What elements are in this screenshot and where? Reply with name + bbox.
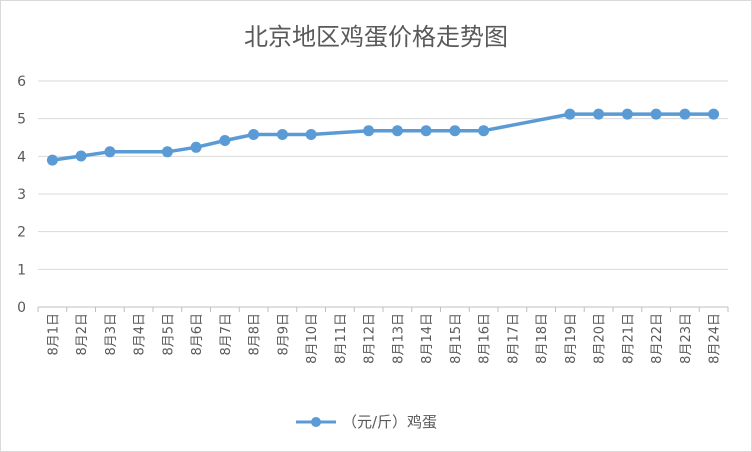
x-tick-label: 8月22日 — [650, 313, 665, 364]
data-point[interactable] — [190, 141, 202, 153]
x-tick-label: 8月6日 — [190, 313, 205, 356]
data-point[interactable] — [449, 125, 461, 137]
x-tick-label: 8月7日 — [219, 313, 234, 356]
x-tick-label: 8月13日 — [391, 313, 406, 364]
legend[interactable]: （元/斤）鸡蛋 — [296, 413, 437, 431]
data-point[interactable] — [478, 125, 490, 137]
x-axis-tick-labels: 8月1日 8月2日 8月3日 8月4日 8月5日 8月6日 8月7日 8月8日 8月9日 8月10… — [46, 313, 722, 364]
data-point[interactable] — [276, 129, 288, 140]
x-tick-label: 8月10日 — [305, 313, 320, 364]
x-tick-label: 8月18日 — [535, 313, 550, 364]
y-tick-label: 4 — [17, 149, 26, 165]
x-tick-label: 8月16日 — [478, 313, 493, 364]
x-tick-label: 8月11日 — [334, 313, 349, 364]
data-point[interactable] — [248, 129, 260, 140]
data-point[interactable] — [420, 125, 432, 137]
data-point[interactable] — [363, 125, 375, 137]
x-tick-label: 8月12日 — [363, 313, 378, 364]
y-tick-label: 5 — [17, 112, 26, 128]
y-tick-label: 1 — [17, 262, 26, 278]
x-tick-label: 8月1日 — [46, 313, 61, 356]
x-tick-label: 8月5日 — [161, 313, 176, 356]
x-tick-label: 8月14日 — [420, 313, 435, 364]
data-point[interactable] — [305, 129, 317, 140]
y-tick-label: 0 — [17, 300, 26, 316]
data-point[interactable] — [391, 125, 403, 137]
x-tick-label: 8月23日 — [679, 313, 694, 364]
x-tick-label: 8月24日 — [708, 313, 723, 364]
series-layer — [46, 108, 720, 166]
y-tick-label: 6 — [17, 74, 26, 90]
x-tick-label: 8月3日 — [104, 313, 119, 356]
x-tick-label: 8月9日 — [276, 313, 291, 356]
x-axis — [37, 306, 729, 312]
legend-label: （元/斤）鸡蛋 — [342, 413, 437, 431]
series-line-0 — [52, 112, 714, 162]
x-tick-label: 8月4日 — [133, 313, 148, 356]
data-point[interactable] — [104, 146, 116, 158]
x-tick-label: 8月8日 — [248, 313, 263, 356]
data-point[interactable] — [708, 108, 720, 120]
data-point[interactable] — [161, 146, 173, 158]
x-tick-label: 8月20日 — [593, 313, 608, 364]
x-tick-label: 8月19日 — [564, 313, 579, 364]
data-point[interactable] — [650, 108, 662, 120]
data-point[interactable] — [219, 135, 231, 146]
data-point[interactable] — [564, 108, 576, 120]
y-tick-label: 2 — [17, 225, 26, 241]
legend-dot-marker — [311, 417, 321, 427]
y-axis-tick-labels: 0 1 2 3 4 5 6 — [17, 74, 26, 316]
data-point[interactable] — [679, 108, 691, 120]
x-tick-label: 8月21日 — [621, 313, 636, 364]
x-tick-label: 8月2日 — [75, 313, 90, 356]
data-point[interactable] — [621, 108, 633, 120]
y-tick-label: 3 — [17, 187, 26, 203]
data-point[interactable] — [75, 150, 87, 162]
data-point[interactable] — [593, 108, 605, 120]
x-tick-label: 8月15日 — [449, 313, 464, 364]
chart-title: 北京地区鸡蛋价格走势图 — [244, 23, 508, 51]
data-point[interactable] — [46, 154, 58, 166]
gridlines — [38, 80, 728, 270]
x-tick-label: 8月17日 — [506, 313, 521, 364]
